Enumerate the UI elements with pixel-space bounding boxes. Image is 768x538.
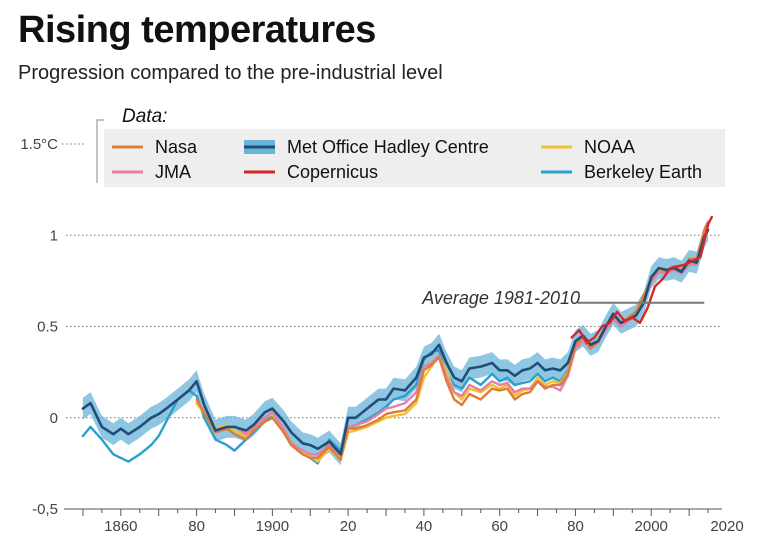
y-tick-label: 1.5°C — [20, 136, 58, 153]
series-line-copernicus — [570, 215, 713, 345]
series-line-jma — [237, 234, 706, 456]
chart-subtitle: Progression compared to the pre-industri… — [18, 62, 443, 84]
legend-label-met-office-hadley-centre: Met Office Hadley Centre — [287, 137, 489, 157]
x-tick-label: 80 — [567, 518, 584, 535]
chart-title: Rising temperatures — [18, 9, 376, 51]
average-annotation: Average 1981-2010 — [421, 288, 705, 308]
y-tick-label: 1 — [50, 227, 58, 244]
legend-label-nasa: Nasa — [155, 137, 198, 157]
x-tick-label: 20 — [340, 518, 357, 535]
x-tick-label: 2020 — [710, 518, 743, 535]
legend-label-jma: JMA — [155, 162, 191, 182]
y-axis-ticks: 1.5°C 1 0.5 0 -0,5 — [20, 136, 58, 518]
series-line-met-office-hadley-centre — [81, 228, 710, 456]
series-line-berkeley-earth — [81, 230, 706, 465]
x-tick-label: 60 — [491, 518, 508, 535]
legend-bracket — [96, 119, 104, 183]
x-tick-label: 40 — [416, 518, 433, 535]
legend-label-berkeley-earth: Berkeley Earth — [584, 162, 702, 182]
legend: Data: Nasa Met Office Hadley Centre NOAA JMA… — [96, 106, 725, 187]
legend-box — [104, 129, 725, 187]
hadley-uncertainty-band — [82, 218, 709, 466]
average-label: Average 1981-2010 — [421, 288, 580, 308]
x-tick-label: 1860 — [104, 518, 137, 535]
series-line-noaa — [195, 224, 710, 463]
series-line-nasa — [195, 221, 710, 461]
y-tick-label: 0.5 — [37, 319, 58, 336]
y-tick-label: -0,5 — [32, 501, 58, 518]
legend-label-copernicus: Copernicus — [287, 162, 378, 182]
x-tick-label: 80 — [188, 518, 205, 535]
x-tick-label: 1900 — [256, 518, 289, 535]
legend-label-noaa: NOAA — [584, 137, 635, 157]
series-layer — [81, 215, 713, 466]
gridlines — [62, 143, 722, 419]
x-tick-label: 2000 — [635, 518, 668, 535]
x-axis-ticks: 1860 80 1900 20 40 60 80 2000 2020 — [64, 508, 744, 535]
y-tick-label: 0 — [50, 410, 58, 427]
legend-title: Data: — [122, 106, 167, 127]
